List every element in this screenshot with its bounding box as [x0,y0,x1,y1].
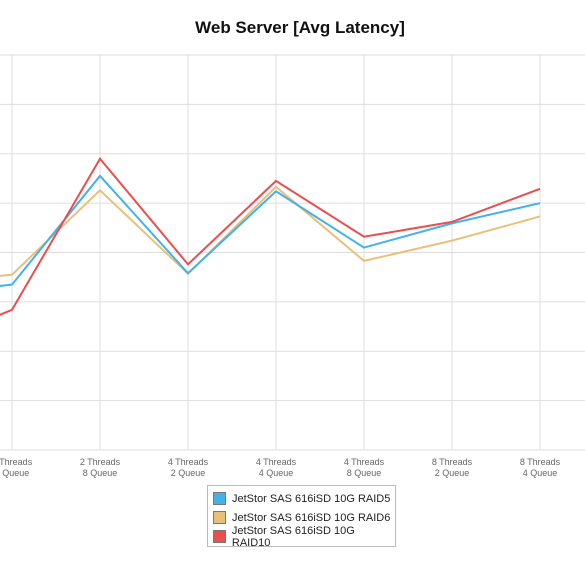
series-lines [0,156,541,316]
x-tick-label: 4 Threads 2 Queue [168,457,209,478]
series-line-raid6 [0,185,541,277]
x-tick-label: 4 Threads 8 Queue [344,457,385,478]
series-line-raid10 [0,156,541,316]
legend-swatch-raid10 [213,530,226,543]
x-tick-label: 8 Threads 4 Queue [520,457,561,478]
legend-label-raid6: JetStor SAS 616iSD 10G RAID6 [232,511,391,524]
series-line-raid5 [0,174,541,287]
legend: JetStor SAS 616iSD 10G RAID5 JetStor SAS… [207,485,396,549]
legend-label-raid10: JetStor SAS 616iSD 10G RAID10 [231,524,355,549]
legend-swatch-raid6 [213,511,226,524]
legend-label-raid5: JetStor SAS 616iSD 10G RAID5 [232,492,391,505]
x-tick-label: 4 Threads 4 Queue [256,457,297,478]
grid-lines [0,54,585,451]
x-tick-label: 2 Threads 8 Queue [80,457,121,478]
legend-item[interactable]: JetStor SAS 616iSD 10G RAID5 [213,489,395,508]
legend-item[interactable]: JetStor SAS 616iSD 10G RAID10 [213,524,395,549]
legend-item[interactable]: JetStor SAS 616iSD 10G RAID6 [213,508,395,527]
legend-swatch-raid5 [213,492,226,505]
chart-title: Web Server [Avg Latency] [195,18,405,37]
x-tick-label: 8 Threads 2 Queue [432,457,473,478]
